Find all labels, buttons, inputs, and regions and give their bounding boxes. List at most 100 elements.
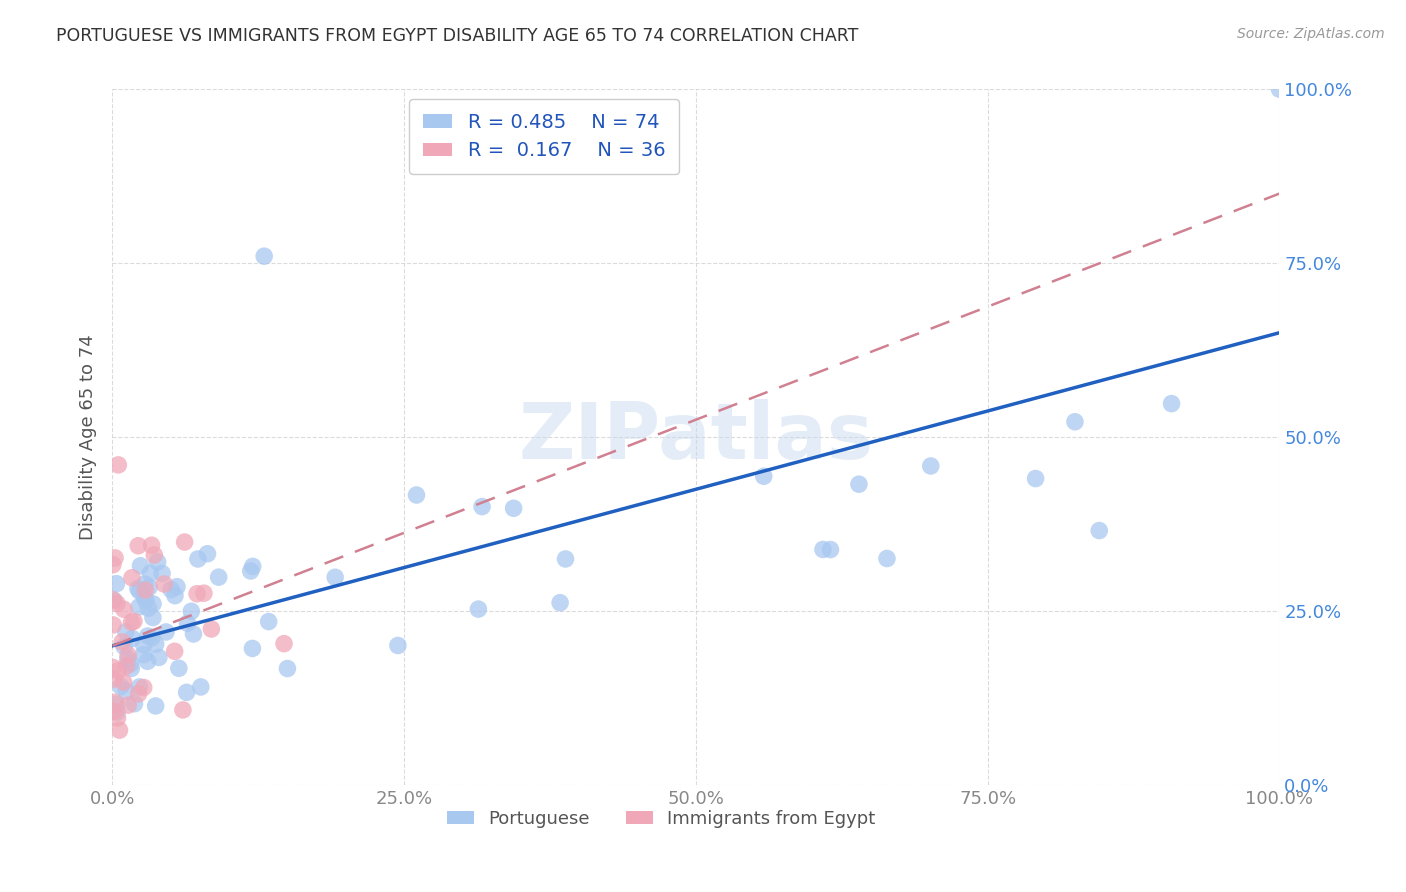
Point — [183, 627, 205, 641]
Point — [136, 629, 159, 643]
Point — [105, 705, 128, 719]
Point — [124, 697, 146, 711]
Point — [101, 558, 124, 572]
Point — [187, 552, 209, 566]
Point — [115, 659, 138, 673]
Point — [1064, 415, 1087, 429]
Point — [253, 249, 276, 263]
Point — [146, 555, 169, 569]
Point — [121, 632, 143, 646]
Point — [103, 660, 125, 674]
Point — [128, 687, 150, 701]
Point — [115, 684, 138, 698]
Point — [132, 648, 155, 662]
Point — [153, 577, 176, 591]
Point — [1088, 524, 1111, 538]
Y-axis label: Disability Age 65 to 74: Disability Age 65 to 74 — [79, 334, 97, 540]
Point — [323, 570, 346, 584]
Point — [405, 488, 427, 502]
Point — [105, 576, 128, 591]
Point — [121, 571, 143, 585]
Point — [104, 695, 127, 709]
Point — [107, 458, 129, 472]
Point — [848, 477, 870, 491]
Legend: Portuguese, Immigrants from Egypt: Portuguese, Immigrants from Egypt — [439, 803, 883, 835]
Point — [110, 680, 132, 694]
Point — [163, 589, 186, 603]
Point — [186, 587, 208, 601]
Text: Source: ZipAtlas.com: Source: ZipAtlas.com — [1237, 27, 1385, 41]
Point — [103, 672, 125, 686]
Point — [117, 648, 139, 662]
Point — [145, 698, 167, 713]
Point — [128, 680, 150, 694]
Point — [1025, 471, 1047, 485]
Point — [150, 566, 173, 581]
Point — [103, 618, 125, 632]
Point — [239, 564, 262, 578]
Point — [166, 580, 188, 594]
Point — [163, 644, 186, 658]
Point — [134, 591, 156, 606]
Point — [128, 584, 150, 599]
Point — [112, 640, 135, 654]
Point — [142, 610, 165, 624]
Point — [141, 631, 163, 645]
Point — [160, 582, 183, 597]
Point — [200, 622, 222, 636]
Point — [132, 638, 155, 652]
Point — [120, 657, 142, 671]
Point — [142, 597, 165, 611]
Point — [138, 580, 160, 594]
Point — [1160, 396, 1182, 410]
Point — [120, 615, 142, 630]
Point — [471, 500, 494, 514]
Point — [148, 650, 170, 665]
Point — [127, 539, 149, 553]
Point — [167, 661, 190, 675]
Point — [752, 469, 775, 483]
Point — [467, 602, 489, 616]
Point — [176, 685, 198, 699]
Point — [101, 592, 124, 607]
Point — [242, 559, 264, 574]
Point — [143, 548, 166, 562]
Point — [107, 664, 129, 678]
Point — [117, 698, 139, 713]
Point — [173, 535, 195, 549]
Point — [115, 624, 138, 639]
Point — [273, 637, 295, 651]
Text: ZIPatlas: ZIPatlas — [519, 399, 873, 475]
Point — [127, 582, 149, 596]
Point — [108, 723, 131, 738]
Point — [112, 675, 135, 690]
Point — [112, 602, 135, 616]
Point — [276, 661, 298, 675]
Point — [134, 583, 156, 598]
Point — [134, 577, 156, 591]
Point — [120, 661, 142, 675]
Point — [197, 547, 219, 561]
Point — [105, 697, 128, 711]
Point — [155, 624, 177, 639]
Point — [554, 552, 576, 566]
Point — [122, 614, 145, 628]
Point — [193, 586, 215, 600]
Point — [176, 616, 198, 631]
Point — [387, 639, 409, 653]
Point — [141, 538, 163, 552]
Point — [820, 542, 842, 557]
Point — [135, 593, 157, 607]
Point — [145, 637, 167, 651]
Point — [190, 680, 212, 694]
Point — [105, 597, 128, 611]
Point — [103, 593, 125, 607]
Point — [876, 551, 898, 566]
Point — [104, 550, 127, 565]
Point — [138, 601, 160, 615]
Text: PORTUGUESE VS IMMIGRANTS FROM EGYPT DISABILITY AGE 65 TO 74 CORRELATION CHART: PORTUGUESE VS IMMIGRANTS FROM EGYPT DISA… — [56, 27, 859, 45]
Point — [548, 596, 571, 610]
Point — [111, 635, 134, 649]
Point — [103, 704, 125, 718]
Point — [132, 681, 155, 695]
